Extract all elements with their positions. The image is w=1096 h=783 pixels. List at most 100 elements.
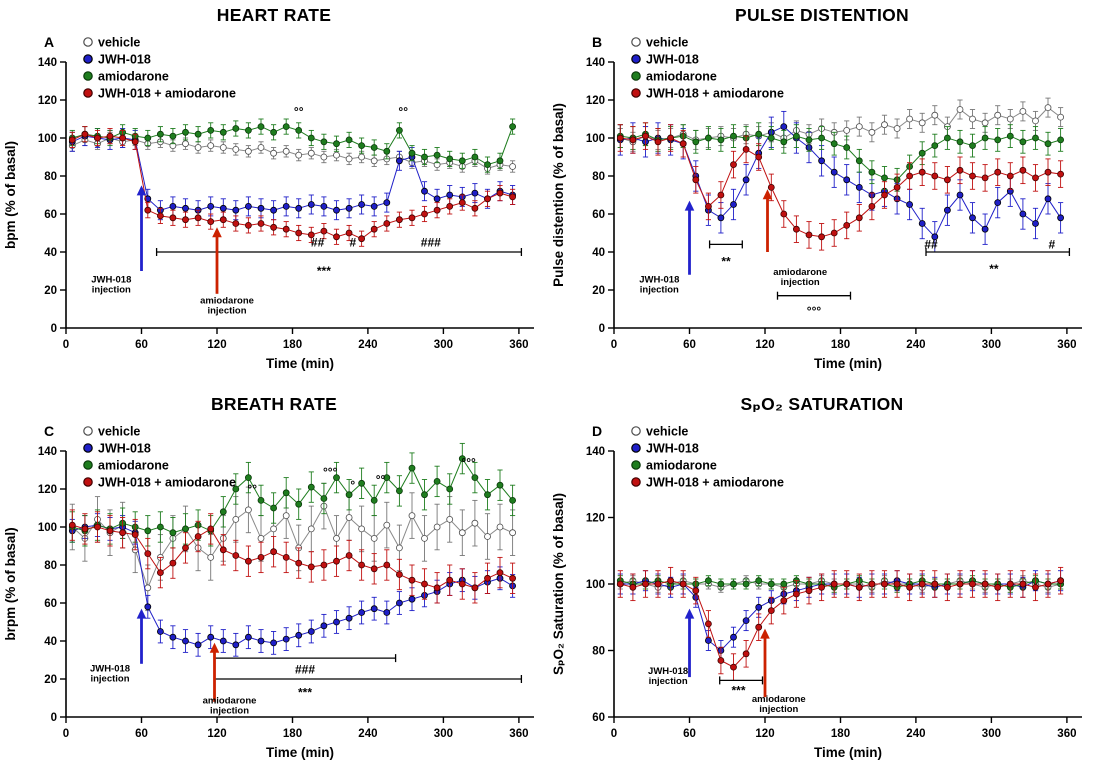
data-point (144, 584, 152, 592)
data-point (893, 183, 901, 191)
legend-label: JWH-018 (98, 53, 151, 67)
data-point (780, 580, 788, 588)
spo2-saturation-title: SₚO₂ SATURATION (740, 394, 904, 414)
panel-letter: C (44, 423, 54, 439)
svg-text:180: 180 (283, 339, 302, 351)
data-point (818, 134, 826, 142)
legend-item-jwh-018: JWH-018 (83, 53, 151, 67)
data-point (270, 639, 278, 647)
legend-marker-vehicle (83, 426, 93, 436)
data-point (244, 557, 252, 565)
data-point (383, 521, 391, 529)
data-point (383, 147, 391, 155)
data-point (906, 115, 914, 123)
significance-marker: °°° (807, 304, 822, 318)
significance-marker: °° (376, 473, 386, 487)
data-point (421, 580, 428, 588)
svg-text:20: 20 (44, 674, 57, 686)
data-point (244, 633, 252, 641)
svg-text:60: 60 (135, 728, 148, 740)
data-point (805, 587, 813, 595)
data-point (345, 229, 353, 237)
pulse-distention-title: PULSE DISTENTION (735, 5, 909, 25)
x-axis-label: Time (min) (266, 745, 334, 760)
data-point (219, 128, 227, 136)
significance-marker: °° (398, 104, 408, 118)
data-point (730, 633, 737, 641)
data-point (320, 622, 328, 630)
amiodarone-injection-label: amiodarone (203, 696, 257, 707)
data-point (1019, 138, 1027, 146)
series-jwh-018-amiodarone (68, 509, 516, 604)
svg-text:60: 60 (592, 712, 605, 724)
data-point (893, 125, 901, 132)
legend-item-vehicle: vehicle (83, 425, 140, 439)
data-point (232, 485, 240, 493)
svg-text:80: 80 (44, 560, 57, 572)
data-point (446, 155, 454, 163)
data-point (843, 144, 851, 151)
data-point (270, 149, 278, 157)
data-point (219, 216, 227, 224)
data-point (395, 544, 403, 552)
data-point (446, 516, 454, 523)
data-point (1006, 580, 1014, 588)
data-point (295, 559, 303, 567)
data-point (333, 535, 340, 542)
data-point (855, 157, 863, 165)
data-point (219, 204, 227, 212)
data-point (383, 199, 391, 207)
data-point (207, 202, 215, 210)
significance-bracket (213, 675, 523, 683)
data-point (931, 233, 939, 241)
data-point (969, 142, 976, 149)
data-point (370, 565, 378, 573)
svg-text:140: 140 (586, 57, 605, 69)
data-point (730, 201, 737, 208)
data-point (855, 583, 863, 591)
data-point (307, 483, 315, 491)
significance-marker: ### (295, 663, 315, 677)
data-point (956, 138, 964, 146)
data-point (156, 569, 164, 577)
data-point (207, 218, 215, 226)
legend-item-jwh-018-amiodarone: JWH-018 + amiodarone (631, 476, 784, 490)
data-point (692, 176, 700, 184)
amiodarone-injection-label: injection (759, 704, 798, 715)
data-point (295, 229, 303, 237)
amiodarone-injection-label: injection (210, 706, 249, 717)
data-point (780, 210, 788, 218)
data-point (219, 637, 227, 645)
data-point (156, 628, 164, 635)
data-point (408, 214, 416, 222)
legend-item-vehicle: vehicle (83, 36, 140, 50)
data-point (207, 553, 215, 561)
data-point (333, 618, 340, 626)
data-point (830, 168, 838, 176)
jwh-018-injection-label: JWH-018 (90, 663, 130, 674)
legend-marker-jwh-018-amiodarone (631, 477, 641, 487)
data-point (395, 127, 403, 134)
data-point (182, 204, 189, 212)
legend-marker-jwh-018-amiodarone (631, 88, 641, 98)
data-point (307, 563, 315, 571)
svg-text:120: 120 (38, 484, 57, 496)
data-point (219, 144, 227, 151)
data-point (244, 202, 252, 210)
data-point (509, 529, 516, 537)
legend-marker-jwh-018-amiodarone (83, 477, 93, 487)
data-point (295, 500, 303, 508)
svg-text:300: 300 (982, 339, 1001, 351)
data-point (616, 580, 624, 588)
data-point (182, 216, 189, 224)
data-point (1019, 166, 1027, 174)
data-point (484, 491, 491, 499)
data-point (333, 233, 340, 241)
data-point (383, 561, 391, 569)
svg-text:180: 180 (831, 728, 850, 740)
jwh-018-injection-label: JWH-018 (648, 666, 688, 677)
data-point (106, 132, 114, 140)
data-point (843, 221, 851, 229)
data-point (1044, 104, 1052, 111)
data-point (792, 132, 800, 140)
